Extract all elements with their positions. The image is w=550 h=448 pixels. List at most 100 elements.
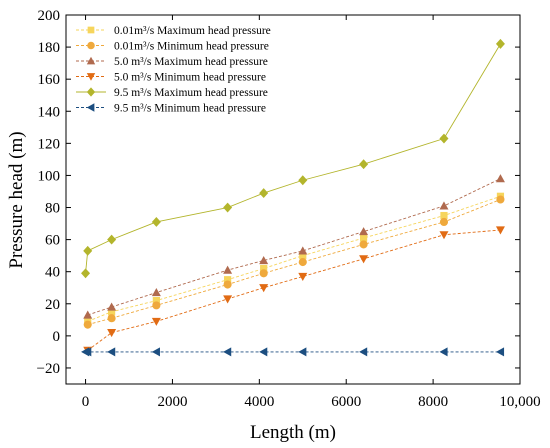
data-point: [359, 255, 369, 264]
series-5: [81, 347, 505, 357]
legend-label: 0.01m³/s Maximum head pressure: [114, 25, 271, 37]
y-tick-label: 60: [45, 233, 60, 249]
data-point: [108, 308, 116, 316]
data-point: [439, 217, 449, 227]
data-point: [298, 175, 308, 186]
series-line: [87, 199, 501, 326]
x-tick-label: 0: [82, 394, 90, 410]
plot-frame: [65, 14, 521, 385]
legend-marker: [87, 26, 95, 34]
y-tick-label: −20: [37, 361, 60, 377]
series-line: [87, 229, 501, 351]
y-axis-title: Pressure head (m): [6, 131, 27, 268]
legend-entry: 0.01m³/s Minimum head pressure: [76, 41, 269, 53]
data-point: [359, 240, 368, 249]
legend-label: 0.01m³/s Minimum head pressure: [114, 41, 269, 53]
series-3: [83, 226, 505, 355]
data-point: [259, 255, 269, 265]
data-point: [223, 202, 233, 213]
y-tick-label: 100: [38, 168, 61, 184]
data-point: [83, 310, 93, 319]
data-point: [439, 231, 449, 240]
data-point: [259, 188, 269, 199]
data-point: [359, 159, 369, 170]
data-point: [83, 320, 92, 329]
series-line: [85, 43, 501, 274]
data-point: [359, 227, 369, 236]
x-tick-label: 6000: [331, 394, 361, 410]
legend-entry: 5.0 m³/s Minimum head pressure: [76, 72, 266, 84]
x-axis-title: Length (m): [250, 422, 336, 443]
x-tick-label: 10,000: [499, 394, 540, 410]
y-tick-label: 120: [38, 136, 61, 152]
series-1: [83, 195, 505, 329]
data-point: [496, 195, 505, 204]
series-0: [84, 192, 505, 326]
axis-ticks: 0 2000 4000 6000 8000 10,000 −20 0 20 40 60 80 100 12…: [37, 8, 541, 410]
y-tick-label: 80: [45, 201, 60, 217]
data-point: [107, 234, 117, 245]
legend: 0.01m³/s Maximum head pressure 0.01m³/s M…: [76, 25, 271, 115]
legend-marker: [87, 41, 95, 50]
data-point: [260, 264, 268, 273]
legend-entry: 9.5 m³/s Maximum head pressure: [76, 87, 268, 99]
legend-marker: [86, 73, 96, 81]
data-point: [439, 133, 449, 144]
data-point: [298, 272, 308, 282]
data-point: [259, 284, 269, 293]
legend-label: 9.5 m³/s Maximum head pressure: [114, 87, 268, 99]
data-point: [495, 174, 505, 183]
data-point: [298, 347, 307, 357]
x-tick-label: 8000: [418, 394, 448, 410]
data-point: [152, 296, 160, 305]
data-point: [223, 280, 232, 289]
data-point: [259, 347, 268, 357]
y-tick-label: 0: [53, 329, 61, 345]
y-tick-label: 180: [38, 40, 61, 56]
data-point: [298, 258, 307, 267]
series-line: [87, 178, 501, 316]
legend-label: 5.0 m³/s Minimum head pressure: [114, 72, 266, 84]
x-tick-label: 2000: [157, 394, 187, 410]
data-point: [223, 295, 233, 304]
data-point: [151, 347, 160, 357]
legend-marker: [86, 56, 96, 65]
y-tick-label: 20: [45, 297, 60, 313]
series-4: [81, 38, 505, 279]
data-point: [259, 269, 268, 278]
data-point: [495, 347, 505, 357]
data-point: [299, 252, 307, 260]
data-point: [495, 226, 505, 235]
legend-marker: [86, 103, 95, 112]
data-point: [151, 288, 161, 297]
data-point: [495, 38, 505, 49]
series-layer: [81, 38, 505, 357]
y-tick-label: 40: [45, 265, 60, 281]
data-point: [224, 276, 232, 284]
data-point: [223, 265, 233, 274]
data-point: [151, 317, 161, 326]
x-tick-label: 4000: [244, 394, 274, 410]
y-tick-label: 200: [38, 8, 61, 24]
data-point: [107, 347, 116, 357]
data-point: [107, 302, 117, 311]
data-point: [107, 314, 116, 323]
legend-entry: 5.0 m³/s Maximum head pressure: [76, 56, 268, 68]
y-tick-label: 160: [38, 72, 61, 88]
data-point: [223, 347, 232, 357]
series-2: [83, 174, 505, 319]
legend-label: 9.5 m³/s Minimum head pressure: [114, 103, 266, 115]
data-point: [359, 347, 368, 357]
data-point: [439, 347, 448, 357]
data-point: [83, 347, 92, 357]
data-point: [359, 234, 368, 242]
legend-marker: [86, 87, 96, 97]
data-point: [107, 329, 117, 338]
legend-label: 5.0 m³/s Maximum head pressure: [114, 56, 268, 68]
y-tick-label: 140: [38, 104, 61, 120]
data-point: [440, 211, 448, 220]
data-point: [81, 268, 91, 279]
data-point: [151, 217, 161, 227]
legend-entry: 9.5 m³/s Minimum head pressure: [76, 103, 266, 115]
